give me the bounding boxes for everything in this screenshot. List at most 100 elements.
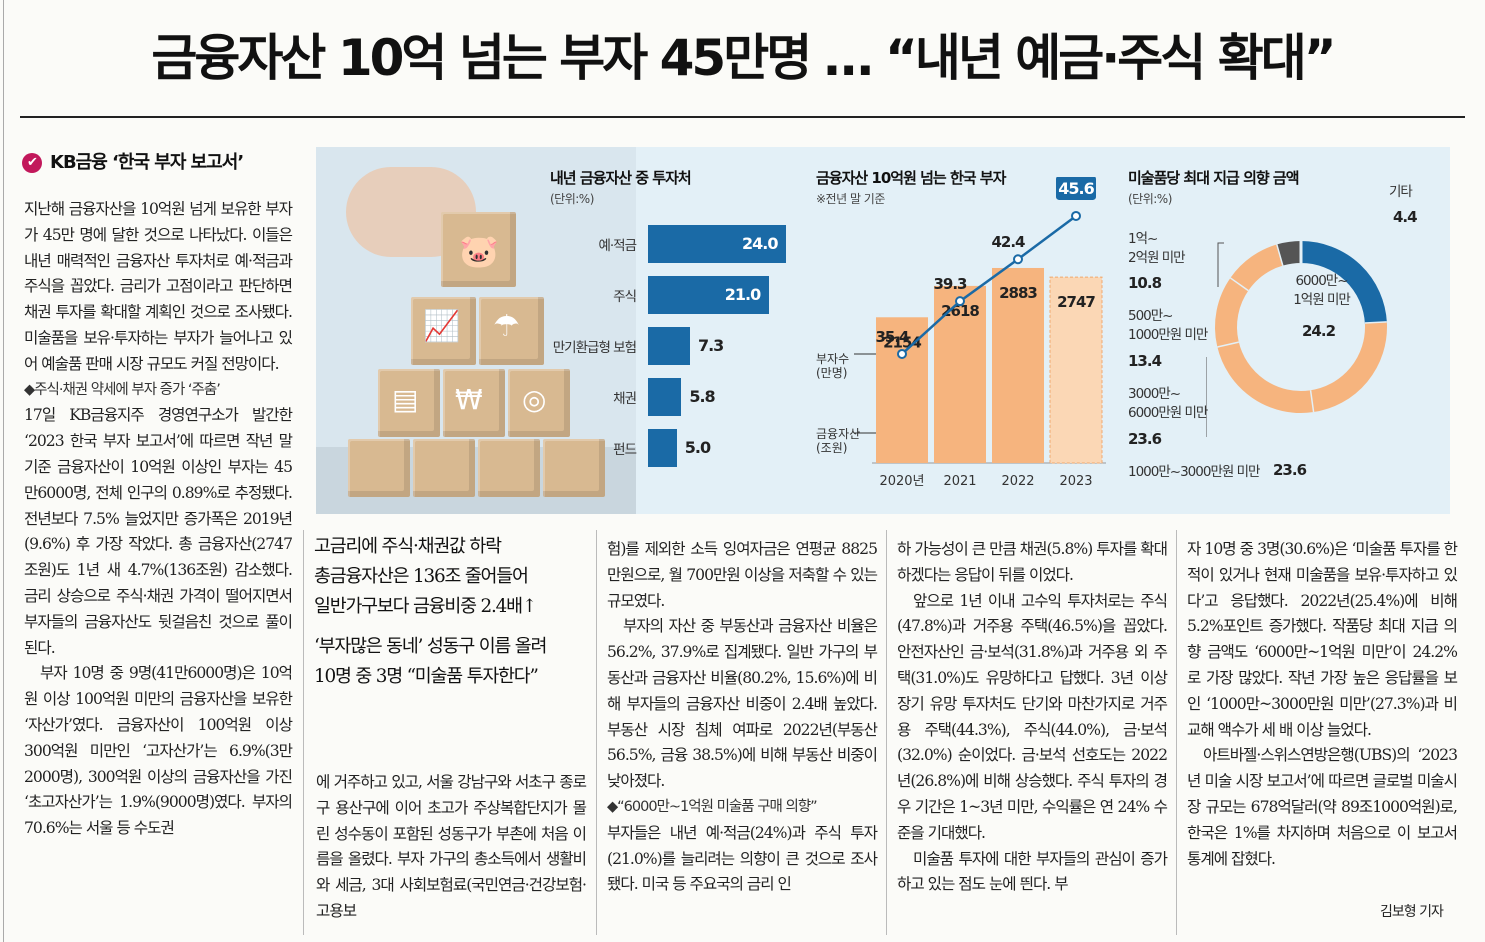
chart1-value-label: 24.0: [742, 234, 778, 253]
series-label-assets-unit: (조원): [816, 441, 848, 455]
paragraph: 에 거주하고 있고, 서울 강남구와 서초구 종로구 용산구에 이어 초고가 주…: [316, 773, 587, 920]
chart1-value-label: 7.3: [697, 336, 724, 355]
photo-illustration: 🐷 📈 ☂ ▤ ₩ ◎: [316, 147, 636, 514]
chart2-bar-label: 2747: [1057, 293, 1095, 311]
chart3-slice-label: 기타: [1389, 183, 1413, 202]
coin-stack-icon: ◎: [522, 383, 547, 416]
page-edge-line: [3, 0, 4, 942]
section-label-text: KB금융 ‘한국 부자 보고서’: [50, 152, 244, 173]
chart1-bar: [648, 327, 690, 365]
chart3-slice-label-line: 6000만원 미만: [1128, 405, 1208, 421]
chart2-x-tick: 2023: [1059, 474, 1092, 489]
chart2-point-label: 35.4: [875, 328, 909, 346]
chart1-area: 예·적금 24.0 주식 21.0 만기환급형 보험 7.3 채권 5.8 펀드 5.0: [536, 217, 796, 477]
paragraph: 앞으로 1년 이내 고수익 투자처로는 주식(47.8%)과 거주용 주택(46…: [897, 591, 1168, 842]
chart2-x-tick: 2020년: [879, 474, 924, 489]
chart2-bar-label: 2883: [999, 284, 1037, 302]
chart3-slice-label-line: 500만~: [1128, 308, 1174, 324]
paragraph: 자 10명 중 3명(30.6%)은 ‘미술품 투자를 한 적이 있거나 현재 …: [1187, 540, 1458, 739]
chart1-bar: [648, 225, 786, 263]
chart3-slice-value: 13.4: [1128, 352, 1162, 370]
chart3-slice-label-line: 6000만~: [1295, 273, 1348, 289]
chart1-value-label: 5.8: [689, 387, 715, 406]
paragraph: 하 가능성이 큰 만큼 채권(5.8%) 투자를 확대하겠다는 응답이 뒤를 이…: [897, 540, 1168, 584]
chart2-title: 금융자산 10억원 넘는 한국 부자: [816, 169, 1006, 187]
column-divider: [596, 530, 597, 935]
chart2-point: [897, 348, 907, 359]
chart3-slice-value: 10.8: [1128, 274, 1162, 292]
chart3-title: 미술품당 최대 지급 의향 금액: [1128, 169, 1299, 187]
series-label-count-name: 부자수: [816, 352, 850, 366]
chart1-bar: [648, 378, 682, 416]
paragraph: 아트바젤·스위스연방은행(UBS)의 ‘2023년 미술 시장 보고서’에 따르…: [1187, 746, 1458, 868]
wood-block: [348, 439, 410, 497]
paragraph: 부자들은 내년 예·적금(24%)과 주식 투자(21.0%)를 늘리려는 의향…: [607, 823, 878, 894]
article-column-2: 에 거주하고 있고, 서울 강남구와 서초구 종로구 용산구에 이어 초고가 주…: [316, 770, 587, 925]
chart3-slice-label-line: 기타: [1389, 184, 1413, 200]
pull-quote: 고금리에 주식·채권값 하락 총금융자산은 136조 줄어들어 일반가구보다 금…: [314, 532, 584, 692]
chart2-point: [1013, 254, 1023, 265]
series-label-assets: 금융자산 (조원): [816, 427, 860, 455]
chart2-note: ※전년 말 기준: [816, 192, 885, 206]
chart3-slice: [1217, 340, 1313, 413]
chart2-point-label: 45.6: [1058, 179, 1094, 198]
chart3-slice-gap: [1229, 276, 1250, 292]
chart2-bar-label: 2618: [941, 302, 979, 320]
coin-block: ₩: [443, 369, 505, 437]
chart2-bar: [1049, 276, 1103, 464]
umbrella-icon: ☂: [493, 309, 520, 344]
chart1-category-label: 만기환급형 보험: [552, 340, 637, 356]
chart1-bar: [648, 429, 677, 467]
paragraph: 부자 10명 중 9명(41만6000명)은 10억원 이상 100억원 미만의…: [24, 664, 293, 838]
chart1-category-label: 채권: [613, 391, 637, 407]
chart3-slice-label: 3000만~ 6000만원 미만: [1128, 385, 1208, 423]
chart1-bar: [648, 276, 769, 314]
chart3-slice-label-line: 1000만~3000만원 미만: [1128, 464, 1260, 480]
chart3-slice: [1300, 241, 1387, 325]
document-block: ▤: [378, 369, 440, 437]
pull-quote-line: 고금리에 주식·채권값 하락: [314, 536, 502, 557]
pull-quote-line: 총금융자산은 136조 줄어들어: [314, 566, 529, 587]
column-divider: [886, 530, 887, 935]
chart3-slice-value: 24.2: [1302, 322, 1336, 340]
chart1-category-label: 주식: [613, 289, 637, 305]
pull-quote-line: ‘부자많은 동네’ 성동구 이름 올려: [314, 636, 547, 657]
piggy-bank-icon: 🐷: [459, 232, 499, 270]
chart2-x-tick: 2021: [943, 474, 976, 489]
wood-block: [543, 439, 605, 497]
chart3-slice: [1215, 277, 1250, 347]
chart3-slice: [1309, 322, 1387, 413]
chart2-point-label: 39.3: [933, 275, 967, 293]
paragraph: 17일 KB금융지주 경영연구소가 발간한 ‘2023 한국 부자 보고서’에 …: [24, 406, 293, 657]
chart1-category-label: 예·적금: [598, 238, 637, 254]
byline: 김보형 기자: [1380, 904, 1444, 920]
chart3-slice-label-line: 2억원 미만: [1128, 250, 1186, 266]
trend-chart-icon: 📈: [423, 309, 461, 344]
chart3-slice-label-line: 1억원 미만: [1293, 292, 1351, 308]
article-column-4: 하 가능성이 큰 만큼 채권(5.8%) 투자를 확대하겠다는 응답이 뒤를 이…: [897, 537, 1168, 898]
chart-block: 📈: [411, 297, 476, 365]
column-divider: [1176, 530, 1177, 935]
subheading: ◆주식·채권 약세에 부자 증가 ‘주춤’: [24, 381, 221, 398]
pull-quote-line: 10명 중 3명 “미술품 투자한다”: [314, 666, 539, 687]
wood-block: [478, 439, 540, 497]
coins-block: ◎: [508, 369, 570, 437]
chart3-slice-label: 1억~ 2억원 미만: [1128, 230, 1186, 268]
chart2-point: [955, 296, 965, 307]
document-icon: ▤: [392, 383, 419, 416]
headline-rule: [20, 116, 1465, 118]
section-label: ✔ KB금융 ‘한국 부자 보고서’: [22, 148, 244, 174]
chart3-slice: [1277, 241, 1302, 266]
chart2-x-tick: 2022: [1001, 474, 1034, 489]
piggy-bank-block: 🐷: [441, 212, 516, 287]
chart2-svg: 2154 2020년 2618 2021 2883 2022 2747 2023 35.4 39.…: [854, 177, 1106, 489]
article-column-3: 험)를 제외한 소득 잉여자금은 연평균 8825만원으로, 월 700만원 이…: [607, 537, 878, 898]
column-divider: [303, 530, 304, 935]
article-column-5: 자 10명 중 3명(30.6%)은 ‘미술품 투자를 한 적이 있거나 현재 …: [1187, 537, 1458, 872]
chart2-line: [901, 214, 1077, 355]
chart3-slice-value: 23.6: [1273, 461, 1307, 479]
series-label-assets-name: 금융자산: [816, 427, 861, 441]
chart2-point-label: 42.4: [991, 233, 1025, 251]
chart3-slice-label-line: 1000만원 미만: [1128, 327, 1208, 343]
paragraph: 지난해 금융자산을 10억원 넘게 보유한 부자가 45만 명에 달한 것으로 …: [24, 200, 293, 373]
